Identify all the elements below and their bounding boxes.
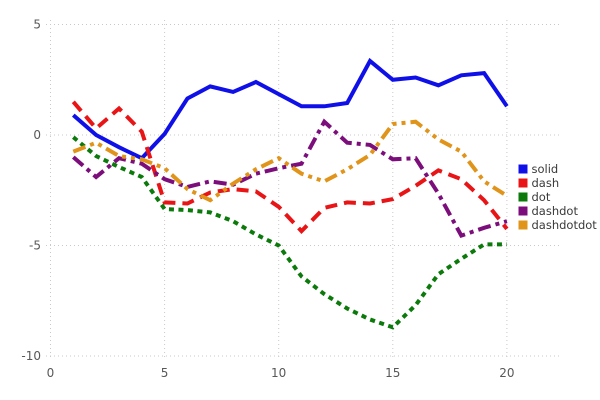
legend-swatch-dashdot [518,206,528,216]
y-tick-label--10: -10 [21,349,41,363]
legend-item-solid: solid [518,162,559,176]
legend-swatch-dash [518,178,528,188]
legend-label-dashdot: dashdot [532,204,579,218]
legend-swatch-solid [518,164,528,174]
legend-label-solid: solid [532,162,559,176]
x-tick-label-10: 10 [271,366,286,380]
legend-item-dashdotdot: dashdotdot [518,218,598,232]
x-tick-label-0: 0 [47,366,55,380]
legend-swatch-dot [518,192,528,202]
series-line-dashdot [71,118,508,239]
series-line-dashdotdot [72,119,508,203]
legend-label-dash: dash [532,176,560,190]
legend-label-dashdotdot: dashdotdot [532,218,598,232]
x-tick-label-20: 20 [499,366,514,380]
x-tick-label-5: 5 [161,366,169,380]
y-tick-label-0: 0 [33,128,41,142]
legend-label-dot: dot [532,190,551,204]
legend-item-dashdot: dashdot [518,204,579,218]
legend-item-dash: dash [518,176,560,190]
legend-item-dot: dot [518,190,551,204]
x-tick-label-15: 15 [385,366,400,380]
y-tick-label-5: 5 [33,18,41,32]
series-line-solid [71,57,509,161]
gridlines [46,20,562,360]
series-line-dash [71,100,509,234]
series-line-dot [72,135,507,330]
y-tick-label--5: -5 [29,239,41,253]
legend-swatch-dashdotdot [518,220,528,230]
